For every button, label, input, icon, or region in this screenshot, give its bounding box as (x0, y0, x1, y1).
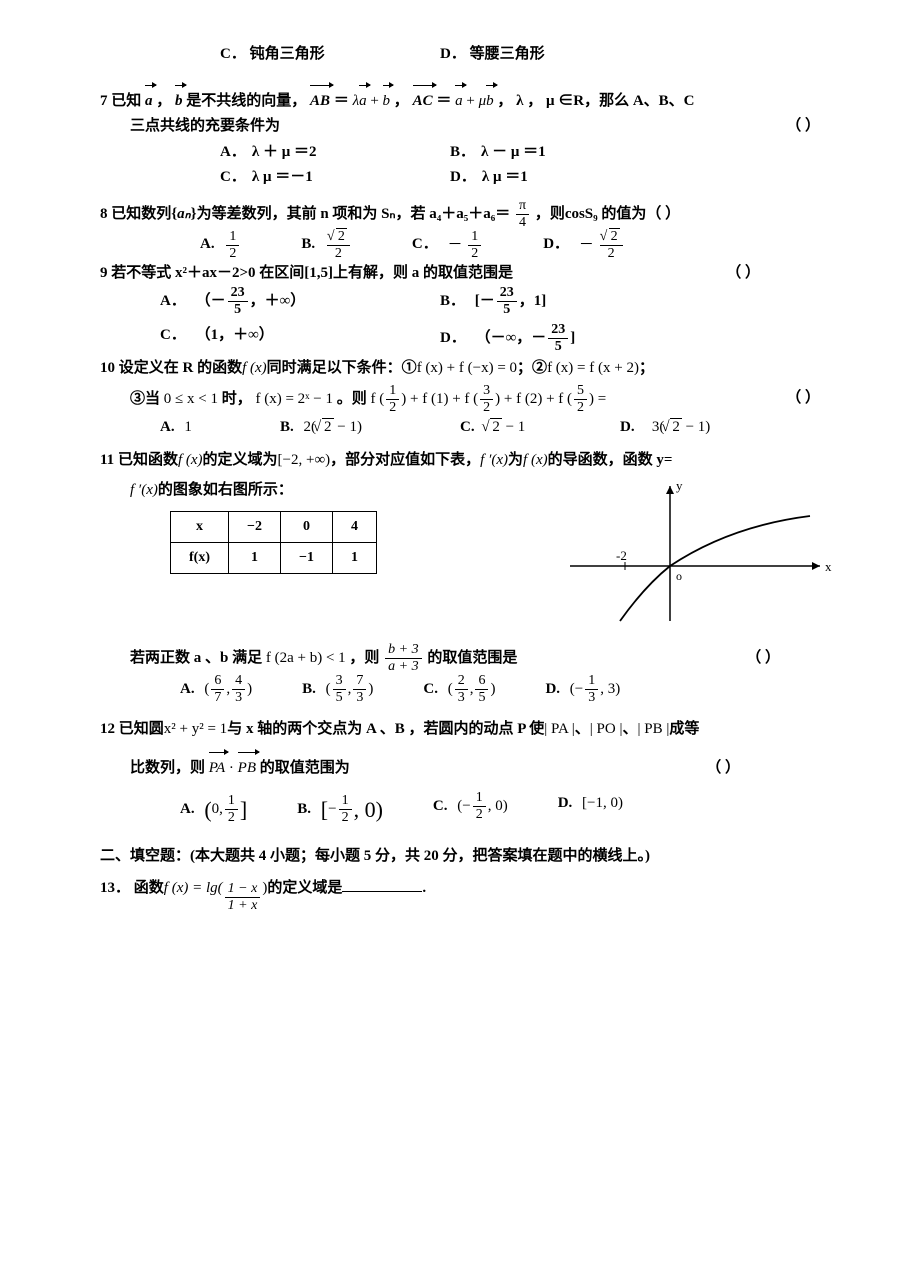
section-2-title: 二、填空题：(本大题共 4 小题；每小题 5 分，共 20 分，把答案填在题中的… (100, 844, 840, 870)
origin-label: o (676, 569, 682, 583)
vec-a: a (145, 84, 153, 115)
answer-paren: （ ） (786, 386, 820, 412)
q11-stem: 11 已知函数 f (x) 的定义域为 [−2, +∞) ，部分对应值如下表， … (100, 448, 840, 474)
x-axis-label: x (825, 559, 832, 574)
q7-line2: 三点共线的充要条件为 （ ） (130, 114, 840, 140)
q7-options: A．λ ＋ μ ＝2 B．λ － μ ＝1 (220, 140, 840, 166)
q11-table: x −2 0 4 f(x) 1 −1 1 (170, 511, 377, 574)
q6-optC-label: C． (220, 46, 246, 62)
table-row: f(x) 1 −1 1 (171, 542, 377, 573)
q6-options: C． 钝角三角形 D． 等腰三角形 (220, 42, 840, 68)
answer-paren: （ ） (786, 114, 820, 140)
q12-stem: 12 已知圆 x² + y² = 1 与 x 轴的两个交点为 A 、B ，若圆内… (100, 717, 840, 743)
q6-optC-text: 钝角三角形 (250, 46, 325, 62)
vec-AC: AC (413, 84, 433, 115)
y-axis-label: y (676, 478, 683, 493)
q6-optD-text: 等腰三角形 (470, 46, 545, 62)
q9-stem: 9 若不等式 x²＋ax－2>0 在区间[1,5]上有解，则 a 的取值范围是 … (100, 261, 840, 287)
q11-options: A. (67,43) B. (35,73) C. (23,65) D. (−13… (180, 674, 840, 705)
q11-line2: f ′(x) 的图象如右图所示： (130, 478, 540, 504)
q11-graph: x y -2 o (560, 476, 840, 636)
q12-line2: 比数列，则 PA · PB 的取值范围为 （ ） (130, 751, 840, 782)
answer-paren: （ ） (706, 756, 740, 782)
q13-stem: 13． 函数 f (x) = lg( 1 − x1 + x ) 的定义域是 . (100, 876, 840, 913)
answer-paren: （ ） (726, 261, 760, 287)
q9-options-2: C． （1，＋∞） D． （－∞，－235] (160, 323, 840, 354)
q8-options: A. 12 B. 22 C． － 12 D． － 22 (200, 230, 840, 261)
vec-PB: PB (238, 751, 256, 782)
fill-blank[interactable] (342, 878, 422, 892)
answer-paren: （ ） (746, 646, 780, 672)
vec-AB: AB (310, 84, 330, 115)
q11-question: 若两正数 a 、b 满足 f (2a + b) < 1 ，则 b + 3a + … (130, 643, 840, 674)
q10-line2: ③当 0 ≤ x < 1 时， f (x) = 2ˣ − 1 。则 f (12)… (130, 384, 840, 415)
q10-options: A. 1 B. 2(2 − 1) C. 2 − 1 D. 3(2 − 1) (160, 415, 840, 441)
q8-stem: 8 已知数列{aₙ}为等差数列，其前 n 项和为 Sₙ，若 a₄＋a₅＋a₆＝ … (100, 199, 840, 230)
table-row: x −2 0 4 (171, 512, 377, 543)
q10-stem: 10 设定义在 R 的函数 f (x) 同时满足以下条件：① f (x) + f… (100, 356, 840, 382)
tick-neg2: -2 (616, 548, 627, 563)
q7-num: 7 (100, 93, 108, 109)
q7-options-2: C．λ μ ＝－1 D．λ μ ＝1 (220, 165, 840, 191)
vec-PA: PA (209, 751, 225, 782)
q12-options: A. (0,12] B. [−12, 0) C. (−12, 0) D. [−1… (180, 791, 840, 828)
q6-optD-label: D． (440, 46, 466, 62)
q7-stem: 7 已知 a ， b 是不共线的向量， AB ＝ λa + b ， AC ＝ a… (100, 84, 840, 115)
vec-b: b (175, 84, 183, 115)
q9-options-1: A． （－235，＋∞） B． [－235，1] (160, 286, 840, 317)
